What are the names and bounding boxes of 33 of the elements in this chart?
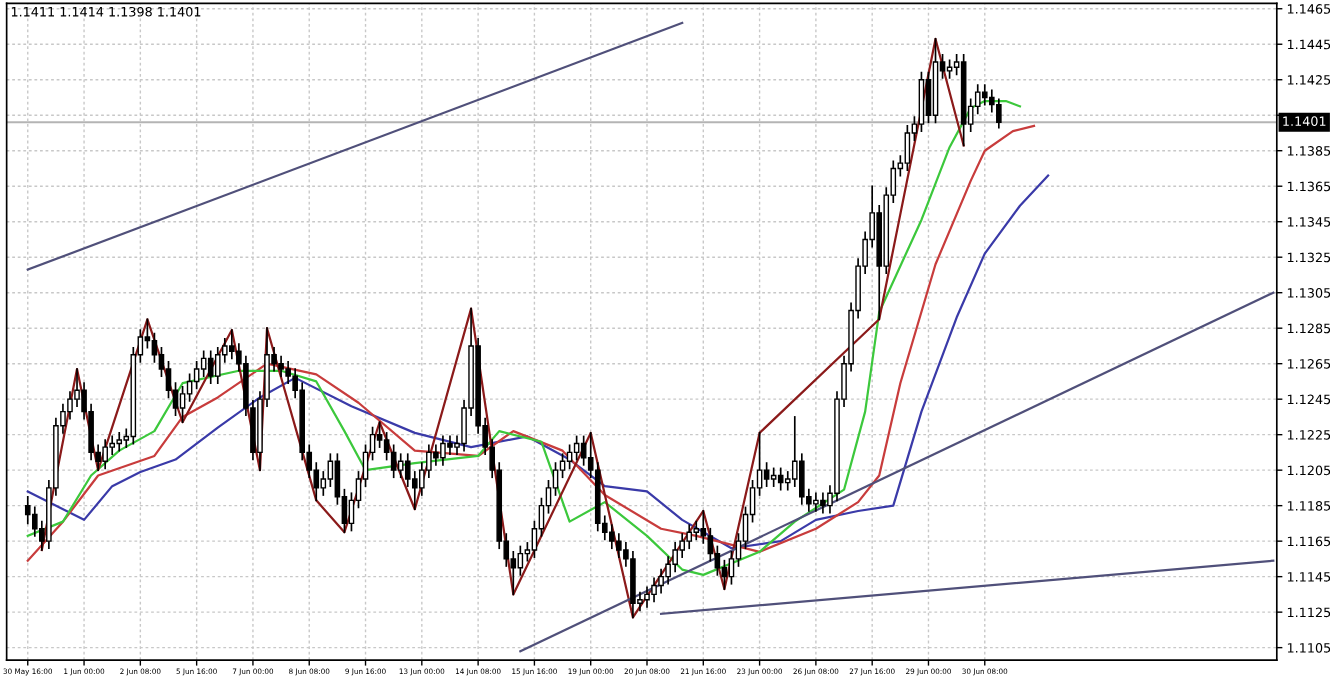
candlestick	[644, 586, 650, 608]
candlestick	[777, 467, 784, 491]
candlestick	[813, 492, 819, 512]
candlestick	[116, 432, 123, 452]
candlestick	[820, 492, 826, 514]
candlestick	[904, 125, 911, 172]
candlestick	[179, 385, 186, 424]
candlestick	[996, 98, 1002, 129]
candlestick	[397, 453, 404, 479]
candlestick	[693, 520, 700, 541]
candlestick	[440, 435, 446, 466]
candlestick	[200, 350, 207, 377]
candlestick	[630, 550, 636, 619]
candlestick	[102, 439, 108, 470]
candlestick	[278, 355, 284, 377]
line-series	[26, 174, 1050, 550]
candlestick	[186, 373, 193, 402]
candlestick	[214, 346, 221, 385]
candlestick	[376, 421, 383, 448]
candlestick	[207, 350, 214, 385]
candlestick	[447, 435, 453, 456]
candlestick	[433, 444, 439, 466]
candlestick	[981, 84, 988, 106]
candlestick	[918, 71, 925, 133]
candlestick	[763, 462, 770, 487]
candlestick	[651, 577, 657, 603]
candlestick	[151, 332, 158, 363]
candlestick	[390, 444, 397, 479]
line-series	[40, 37, 965, 619]
candlestick	[144, 318, 151, 349]
candlestick	[686, 524, 693, 550]
candlestick	[193, 361, 200, 390]
candlestick	[707, 527, 714, 562]
